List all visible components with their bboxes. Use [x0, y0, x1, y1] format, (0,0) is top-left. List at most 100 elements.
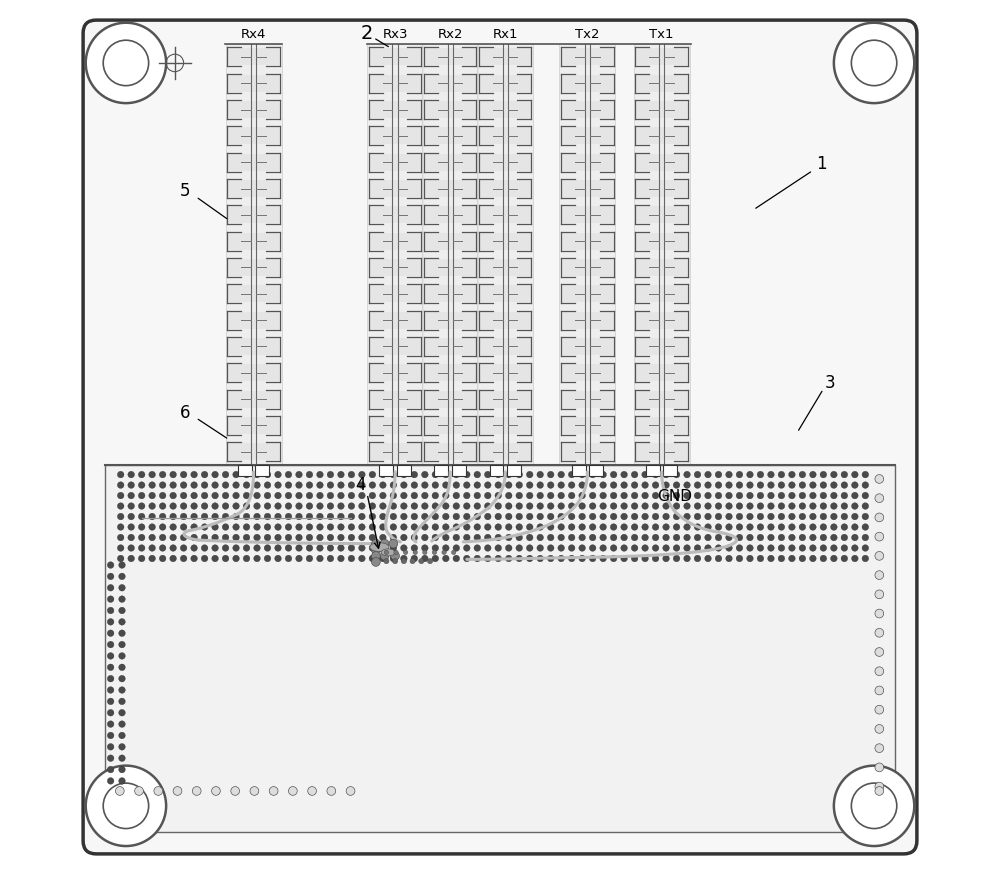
Circle shape [851, 40, 897, 86]
Circle shape [484, 482, 491, 489]
Circle shape [736, 555, 743, 562]
Circle shape [747, 503, 753, 510]
Circle shape [600, 492, 606, 499]
Circle shape [621, 545, 627, 551]
Bar [228, 311, 279, 329]
Circle shape [159, 492, 166, 499]
Circle shape [705, 534, 711, 541]
Circle shape [138, 534, 145, 541]
Circle shape [631, 524, 638, 531]
Circle shape [243, 492, 250, 499]
Circle shape [119, 710, 125, 716]
Circle shape [285, 503, 292, 510]
Circle shape [810, 545, 816, 551]
Bar [480, 101, 531, 118]
Circle shape [505, 503, 512, 510]
Circle shape [369, 503, 376, 510]
Bar [228, 443, 279, 461]
Circle shape [453, 513, 460, 520]
Circle shape [285, 545, 292, 551]
Text: Rx2: Rx2 [437, 29, 463, 41]
Circle shape [338, 513, 344, 520]
Circle shape [610, 482, 617, 489]
Circle shape [149, 482, 155, 489]
Bar [636, 364, 687, 381]
Circle shape [789, 555, 795, 562]
Circle shape [778, 503, 785, 510]
Circle shape [820, 534, 827, 541]
Circle shape [663, 482, 669, 489]
Circle shape [474, 492, 481, 499]
Circle shape [726, 534, 732, 541]
Circle shape [369, 492, 376, 499]
Circle shape [107, 562, 114, 568]
Circle shape [327, 471, 334, 478]
Circle shape [348, 545, 355, 551]
Circle shape [233, 471, 239, 478]
Circle shape [327, 503, 334, 510]
Bar [228, 206, 279, 224]
Circle shape [338, 524, 344, 531]
Circle shape [852, 524, 858, 531]
Circle shape [652, 534, 659, 541]
Circle shape [128, 503, 134, 510]
Circle shape [652, 513, 659, 520]
Circle shape [474, 524, 481, 531]
Circle shape [495, 534, 502, 541]
Circle shape [117, 545, 124, 551]
Circle shape [275, 524, 281, 531]
Circle shape [610, 545, 617, 551]
Circle shape [810, 503, 816, 510]
Circle shape [715, 492, 722, 499]
Circle shape [768, 524, 774, 531]
Text: 1: 1 [816, 156, 827, 173]
Bar [636, 128, 687, 144]
Circle shape [663, 545, 669, 551]
Circle shape [254, 524, 260, 531]
Circle shape [107, 778, 114, 784]
Bar [370, 180, 420, 198]
Circle shape [663, 503, 669, 510]
Circle shape [610, 471, 617, 478]
Circle shape [558, 503, 565, 510]
Circle shape [380, 492, 386, 499]
Bar [562, 232, 613, 250]
Circle shape [159, 534, 166, 541]
Circle shape [694, 503, 701, 510]
Circle shape [327, 492, 334, 499]
Bar [228, 417, 279, 434]
Bar [425, 128, 476, 144]
Circle shape [296, 482, 302, 489]
Circle shape [119, 732, 125, 739]
Circle shape [862, 492, 869, 499]
Circle shape [820, 471, 827, 478]
Circle shape [170, 555, 176, 562]
Circle shape [138, 513, 145, 520]
Circle shape [243, 534, 250, 541]
Bar [425, 101, 476, 118]
Circle shape [537, 545, 544, 551]
Circle shape [359, 555, 365, 562]
Bar [370, 259, 420, 276]
Circle shape [799, 503, 806, 510]
Circle shape [348, 492, 355, 499]
Circle shape [558, 534, 565, 541]
Circle shape [453, 471, 460, 478]
Bar [370, 154, 420, 170]
Circle shape [264, 513, 271, 520]
Circle shape [568, 545, 575, 551]
Circle shape [422, 482, 428, 489]
Bar [422, 44, 478, 465]
Circle shape [453, 534, 460, 541]
Circle shape [621, 555, 627, 562]
Circle shape [442, 482, 449, 489]
Circle shape [568, 482, 575, 489]
Circle shape [427, 558, 433, 564]
Circle shape [747, 513, 753, 520]
Circle shape [422, 555, 428, 562]
Circle shape [862, 513, 869, 520]
Circle shape [170, 471, 176, 478]
Circle shape [526, 534, 533, 541]
Circle shape [621, 524, 627, 531]
Circle shape [254, 555, 260, 562]
